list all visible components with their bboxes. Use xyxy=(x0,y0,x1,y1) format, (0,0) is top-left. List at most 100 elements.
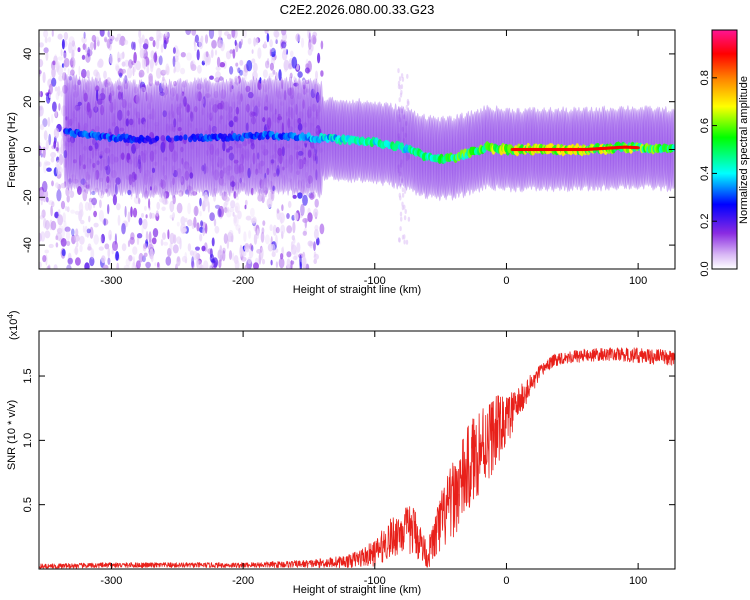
noise-blob xyxy=(55,242,59,248)
noise-blob xyxy=(135,60,141,71)
noise-blob xyxy=(397,133,400,139)
noise-blob xyxy=(40,153,43,158)
noise-blob xyxy=(99,199,102,209)
noise-blob xyxy=(264,189,267,198)
noise-blob xyxy=(268,73,275,78)
noise-blob xyxy=(70,69,75,76)
noise-blob xyxy=(320,70,324,77)
noise-blob xyxy=(270,159,275,164)
noise-blob xyxy=(213,90,219,99)
noise-blob xyxy=(405,104,408,110)
noise-blob xyxy=(158,32,164,38)
snr-y-label: SNR (10 * v/v) xyxy=(6,400,18,470)
noise-blob xyxy=(92,162,96,169)
noise-blob xyxy=(81,73,86,78)
noise-blob xyxy=(184,170,190,181)
noise-blob xyxy=(55,109,58,118)
ridge-halo xyxy=(165,84,171,200)
noise-blob xyxy=(74,104,81,111)
noise-blob xyxy=(39,261,42,269)
noise-blob xyxy=(109,101,114,113)
noise-blob xyxy=(136,236,140,246)
noise-blob xyxy=(316,94,321,102)
noise-blob xyxy=(146,119,150,131)
noise-blob xyxy=(233,255,239,265)
noise-blob xyxy=(223,101,230,111)
noise-blob xyxy=(86,49,93,57)
noise-blob xyxy=(263,106,268,111)
noise-blob xyxy=(297,180,303,191)
noise-blob xyxy=(87,243,92,251)
noise-blob xyxy=(75,84,80,97)
noise-blob xyxy=(75,257,81,266)
noise-blob xyxy=(256,152,260,160)
noise-blob xyxy=(201,245,206,252)
noise-blob xyxy=(316,105,322,113)
noise-blob xyxy=(247,37,252,45)
noise-blob xyxy=(238,227,241,235)
noise-blob xyxy=(174,190,180,195)
noise-blob xyxy=(300,37,305,48)
noise-blob xyxy=(272,224,277,236)
noise-blob xyxy=(286,251,292,258)
ridge-halo xyxy=(161,82,166,197)
noise-blob xyxy=(226,148,230,153)
noise-blob xyxy=(57,214,64,226)
noise-blob xyxy=(50,156,55,163)
noise-blob xyxy=(228,229,234,237)
noise-blob xyxy=(296,79,300,90)
noise-blob xyxy=(149,150,155,162)
noise-blob xyxy=(304,67,310,74)
noise-blob xyxy=(136,111,140,119)
noise-blob xyxy=(93,210,97,218)
noise-blob xyxy=(315,70,318,81)
noise-blob xyxy=(281,30,287,36)
noise-blob xyxy=(269,181,274,187)
noise-blob xyxy=(180,95,183,106)
noise-blob xyxy=(168,140,175,153)
noise-blob xyxy=(318,147,324,153)
noise-blob xyxy=(208,30,215,39)
noise-blob xyxy=(405,239,409,245)
noise-blob xyxy=(240,153,245,166)
noise-blob xyxy=(263,190,268,196)
noise-blob xyxy=(195,246,200,251)
x-tick-label: 100 xyxy=(629,275,647,287)
noise-blob xyxy=(272,185,275,192)
noise-blob xyxy=(79,235,85,245)
noise-blob xyxy=(153,122,160,127)
noise-blob xyxy=(250,187,254,196)
noise-blob xyxy=(61,249,66,257)
noise-blob xyxy=(307,106,312,115)
noise-blob xyxy=(235,196,239,201)
noise-blob xyxy=(94,187,99,193)
noise-blob xyxy=(251,116,256,125)
noise-blob xyxy=(245,85,251,93)
colorbar-frame xyxy=(711,29,738,270)
noise-blob xyxy=(71,228,75,237)
noise-blob xyxy=(63,220,67,232)
noise-blob xyxy=(245,103,250,113)
noise-blob xyxy=(119,35,126,47)
noise-blob xyxy=(292,255,298,261)
noise-blob xyxy=(224,31,230,36)
noise-blob xyxy=(250,163,253,175)
noise-blob xyxy=(86,101,91,113)
noise-blob xyxy=(45,196,49,203)
noise-blob xyxy=(56,189,62,202)
noise-blob xyxy=(155,210,159,217)
noise-blob xyxy=(82,189,88,202)
noise-blob xyxy=(274,108,277,115)
noise-blob xyxy=(129,236,135,245)
noise-blob xyxy=(131,171,136,183)
noise-blob xyxy=(177,127,182,132)
noise-blob xyxy=(398,237,401,243)
noise-blob xyxy=(106,176,110,183)
noise-blob xyxy=(224,124,228,131)
ridge-halo xyxy=(178,77,183,193)
noise-blob xyxy=(81,54,86,60)
noise-blob xyxy=(161,164,165,177)
noise-blob xyxy=(56,227,63,234)
noise-blob xyxy=(276,91,283,100)
noise-blob xyxy=(210,49,214,59)
